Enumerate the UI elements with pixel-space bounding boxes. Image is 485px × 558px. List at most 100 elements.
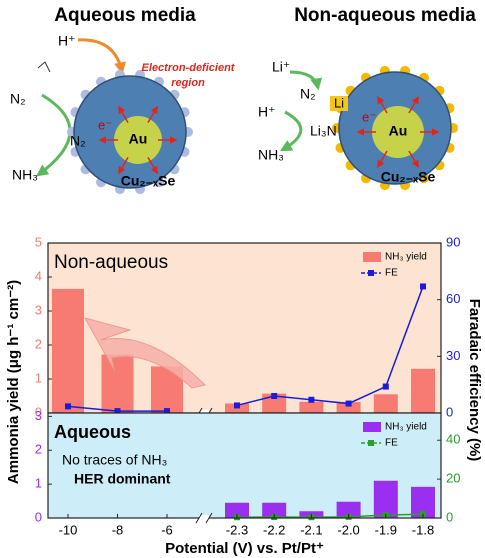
diagram-title: Aqueous media <box>54 5 196 26</box>
x-tick-label: -2.3 <box>226 522 248 537</box>
annotation: HER dominant <box>74 471 171 487</box>
axis-break-gap <box>199 515 209 521</box>
y2-tick-label: 0 <box>446 404 453 419</box>
electron-arrow <box>377 150 388 168</box>
label: N₂ <box>70 133 86 149</box>
y2-tick-label: 90 <box>446 234 460 249</box>
label: NH₃ <box>12 167 38 183</box>
legend-label: FE <box>385 268 398 279</box>
x-tick-label: -2.0 <box>337 522 359 537</box>
axis-break <box>205 512 213 524</box>
axis-break <box>195 512 203 524</box>
label: Li⁺ <box>272 59 290 75</box>
label: Cu₂₋ₓSe <box>381 169 436 185</box>
label: H⁺ <box>58 33 76 49</box>
arrow <box>77 38 126 75</box>
electron-arrow <box>118 105 129 124</box>
electron-arrow <box>377 96 388 114</box>
electron-arrow <box>118 156 129 175</box>
arrow <box>36 93 72 177</box>
y-tick-label: 4 <box>35 268 42 283</box>
li-box <box>330 96 348 111</box>
core <box>372 106 424 158</box>
x-tick-label: -2.1 <box>300 522 322 537</box>
fe-marker <box>382 383 389 390</box>
electron-arrow <box>147 105 158 124</box>
bar <box>336 402 361 413</box>
fe-marker <box>114 408 121 415</box>
trend-arrow <box>83 317 206 389</box>
bar <box>373 394 398 413</box>
glyph <box>37 61 51 73</box>
y2-tick-label: 30 <box>446 348 460 363</box>
bar <box>52 288 84 413</box>
y-axis-label: Ammonia yield (μg h⁻¹ cm⁻²) <box>5 280 22 484</box>
bar <box>225 502 249 518</box>
label: Li <box>334 95 344 110</box>
fe-line <box>236 513 424 518</box>
legend-label: FE <box>385 438 398 449</box>
bar <box>299 401 324 413</box>
fe-marker <box>164 408 170 415</box>
y-tick-label: 2 <box>35 336 42 351</box>
bar <box>411 368 435 413</box>
x-tick-label: -1.9 <box>375 522 397 537</box>
y-tick-label: 3 <box>35 408 42 423</box>
legend-swatch <box>363 252 381 262</box>
panel-frame <box>47 412 442 519</box>
annotation: No traces of NH₃ <box>62 452 167 468</box>
y-tick-label: 2 <box>35 442 42 457</box>
fe-marker <box>345 400 352 407</box>
y2-tick-label: 20 <box>446 471 460 486</box>
x-tick-label: -8 <box>112 522 124 537</box>
y2-tick-label: 0 <box>446 509 453 524</box>
legend-swatch <box>368 270 374 276</box>
label: Cu₂₋ₓSe <box>121 173 176 189</box>
electron-arrow <box>147 156 158 175</box>
x-tick-label: -1.8 <box>412 522 434 537</box>
core <box>114 116 162 164</box>
schematics: Aqueous media Non-aqueous media H⁺ N₂ NH… <box>10 5 476 195</box>
arrow <box>279 110 303 152</box>
label: H⁺ <box>258 104 276 120</box>
fe-marker <box>420 283 426 290</box>
annotation: region <box>171 77 205 89</box>
arrow <box>289 70 323 91</box>
particles <box>67 65 458 195</box>
y2-tick-label: 40 <box>446 432 460 447</box>
y2-tick-label: 60 <box>446 291 460 306</box>
y-tick-label: 0 <box>35 404 42 419</box>
bar <box>373 480 398 518</box>
bar <box>262 393 287 413</box>
panel-label: Aqueous <box>54 422 131 442</box>
label: Au <box>129 131 148 147</box>
legend-label: NH₃ yield <box>385 422 427 433</box>
fe-marker <box>308 396 315 403</box>
x-tick-label: -10 <box>59 522 78 537</box>
legend-swatch <box>368 440 374 446</box>
fe-marker <box>271 393 278 399</box>
x-tick-label: -2.2 <box>263 522 285 537</box>
label: Li₃N <box>310 123 337 139</box>
bar <box>262 502 287 518</box>
label: e⁻ <box>362 109 376 124</box>
y-tick-label: 5 <box>35 234 42 249</box>
y-tick-label: 3 <box>35 302 42 317</box>
y-tick-label: 1 <box>35 476 42 491</box>
electron-arrow <box>408 96 419 114</box>
bar <box>336 501 361 518</box>
legend-label: NH₃ yield <box>385 252 427 263</box>
bar <box>101 354 134 413</box>
y2-axis-label: Faradaic efficiency (%) <box>466 299 483 462</box>
fe-marker <box>65 403 71 410</box>
fe-line <box>236 286 424 407</box>
legend-swatch <box>363 422 381 432</box>
label: N₂ <box>10 91 26 107</box>
panel-label: Non-aqueous <box>54 252 168 273</box>
label: Au <box>389 123 408 139</box>
label: e⁻ <box>98 117 112 132</box>
y-tick-label: 0 <box>35 509 42 524</box>
label: N₂ <box>300 86 316 102</box>
